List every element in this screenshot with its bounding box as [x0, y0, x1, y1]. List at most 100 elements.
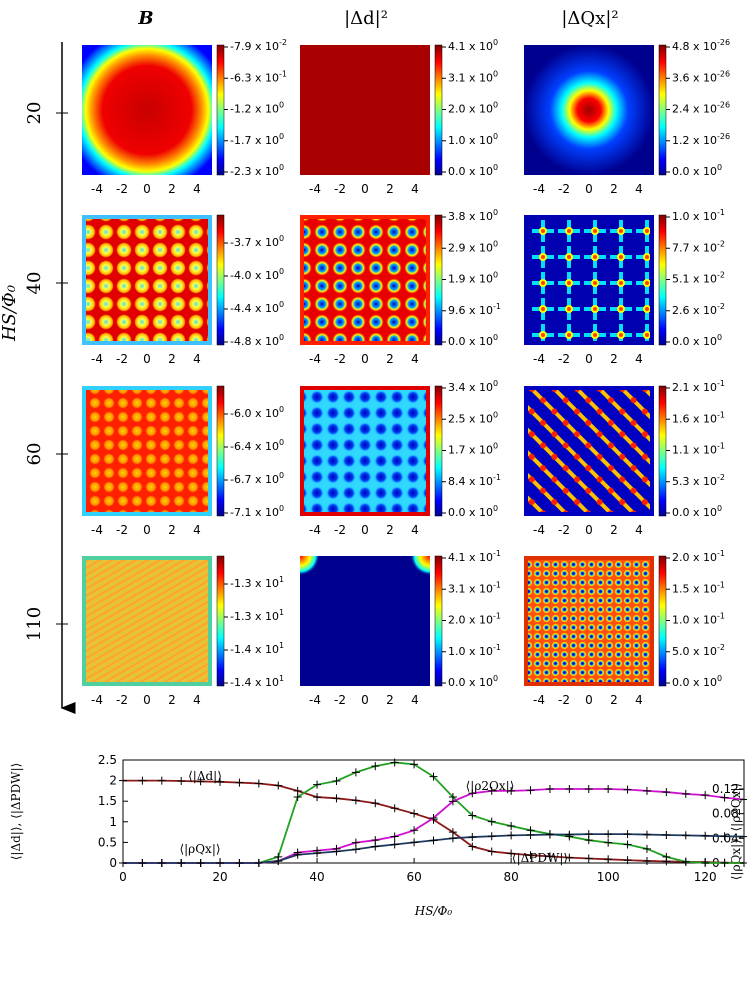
line-chart: 0 20 40 60 80 100 12000.511.522.500.040.080.12…: [9, 753, 747, 918]
colorbar: [434, 555, 443, 687]
panel-x-tick-label: 2: [610, 352, 618, 366]
panel-x-tick-label: -2: [558, 352, 570, 366]
colorbar-label-base: -6.3 x 10: [230, 71, 279, 84]
panel-x-tick-label: 4: [411, 352, 419, 366]
colorbar-label-exp: 0: [493, 270, 498, 279]
colorbar-label: -1.4 x 101: [230, 674, 284, 690]
colorbar-label-exp: 0: [279, 163, 284, 172]
colorbar-label-exp: 0: [493, 100, 498, 109]
colorbar-label-exp: -26: [717, 38, 730, 47]
point-marker: [507, 786, 516, 795]
series-label: ⟨|ρQx|⟩: [179, 842, 220, 856]
colorbar-label-base: 0.0 x 10: [448, 335, 493, 348]
point-marker: [293, 850, 302, 859]
colorbar-label-base: 1.6 x 10: [672, 412, 717, 425]
colorbar: [216, 214, 225, 346]
panel-x-tick-label: 4: [193, 693, 201, 707]
colorbar-label-base: 2.9 x 10: [448, 241, 493, 254]
point-marker: [604, 784, 613, 793]
point-marker: [623, 785, 632, 794]
point-marker: [507, 821, 516, 830]
point-marker: [157, 776, 166, 785]
point-marker: [642, 830, 651, 839]
colorbar-label-exp: 0: [717, 674, 722, 683]
colorbar-label: 0.0 x 100: [672, 163, 722, 179]
colorbar-label: 1.1 x 10-1: [672, 441, 725, 457]
panel-x-tick-label: -4: [91, 352, 103, 366]
point-marker: [448, 834, 457, 843]
point-marker: [623, 830, 632, 839]
panel-x-tick-label: -4: [309, 352, 321, 366]
colorbar-label-base: -4.4 x 10: [230, 302, 279, 315]
point-marker: [623, 856, 632, 865]
colorbar: [434, 385, 443, 517]
colorbar-label-exp: 0: [493, 208, 498, 217]
colorbar-label: -1.7 x 100: [230, 131, 284, 147]
point-marker: [119, 776, 127, 785]
colorbar-label-base: 9.6 x 10: [448, 304, 493, 317]
x-tick-label: 80: [503, 870, 518, 884]
colorbar-label-exp: 1: [279, 641, 284, 650]
point-marker: [468, 811, 477, 820]
point-marker: [468, 842, 477, 851]
colorbar-label: 9.6 x 10-1: [448, 301, 501, 317]
point-marker: [332, 776, 341, 785]
colorbar-label: -6.3 x 10-1: [230, 69, 287, 85]
colorbar-label-base: -4.8 x 10: [230, 335, 279, 348]
panel-x-tick-label: -2: [334, 693, 346, 707]
heatmap: [528, 219, 650, 341]
colorbar: [658, 555, 667, 687]
colorbar: [658, 385, 667, 517]
colorbar-label: 3.4 x 100: [448, 379, 498, 395]
colorbar-label-exp: -2: [717, 270, 725, 279]
colorbar-label-exp: 0: [493, 131, 498, 140]
heatmap: [86, 219, 208, 341]
panel-x-tick-label: 0: [143, 693, 151, 707]
colorbar-label-exp: 0: [279, 234, 284, 243]
colorbar-label-base: 1.1 x 10: [672, 444, 717, 457]
colorbar-label: 1.2 x 10-26: [672, 131, 730, 147]
point-marker: [468, 833, 477, 842]
colorbar-label-exp: -26: [717, 131, 730, 140]
colorbar-label-base: 2.0 x 10: [448, 103, 493, 116]
colorbar-label: 0.0 x 100: [448, 674, 498, 690]
point-marker: [720, 832, 729, 841]
panel-x-tick-label: -2: [558, 182, 570, 196]
point-marker: [584, 854, 593, 863]
colorbar-label: 1.0 x 10-1: [448, 642, 501, 658]
colorbar: [434, 44, 443, 176]
colorbar-label-exp: -1: [717, 549, 725, 558]
colorbar-label-exp: -1: [717, 379, 725, 388]
panel-x-tick-label: 2: [386, 523, 394, 537]
panel-x-tick-label: 2: [610, 523, 618, 537]
point-marker: [642, 844, 651, 853]
row-field-label: 40: [24, 272, 45, 295]
colorbar-label-base: 1.7 x 10: [448, 444, 493, 457]
point-marker: [429, 813, 438, 822]
point-marker: [235, 859, 244, 867]
colorbar-label-exp: 0: [279, 438, 284, 447]
y-tick-label: 1: [109, 815, 117, 829]
colorbar-label-base: 1.0 x 10: [672, 210, 717, 223]
x-tick-label: 40: [309, 870, 324, 884]
panel-x-tick-label: 2: [386, 693, 394, 707]
colorbar-label-base: 4.1 x 10: [448, 551, 493, 564]
point-marker: [604, 830, 613, 839]
colorbar-label-base: -1.7 x 10: [230, 134, 279, 147]
colorbar-label: 5.3 x 10-2: [672, 472, 725, 488]
colorbar-label-base: -1.3 x 10: [230, 577, 279, 590]
point-marker: [565, 784, 574, 793]
row-field-label: 20: [24, 102, 45, 125]
point-marker: [545, 784, 554, 793]
colorbar-label-base: 0.0 x 10: [448, 676, 493, 689]
y-tick-label: 0: [109, 856, 117, 870]
colorbar-label-exp: -2: [717, 239, 725, 248]
colorbar-label-base: -6.7 x 10: [230, 473, 279, 486]
heatmap: [82, 45, 212, 175]
point-marker: [604, 855, 613, 864]
colorbar-label: 2.9 x 100: [448, 239, 498, 255]
colorbar-label: -3.7 x 100: [230, 234, 284, 250]
colorbar-label-exp: 0: [279, 131, 284, 140]
colorbar-label: 7.7 x 10-2: [672, 239, 725, 255]
point-marker: [429, 772, 438, 781]
